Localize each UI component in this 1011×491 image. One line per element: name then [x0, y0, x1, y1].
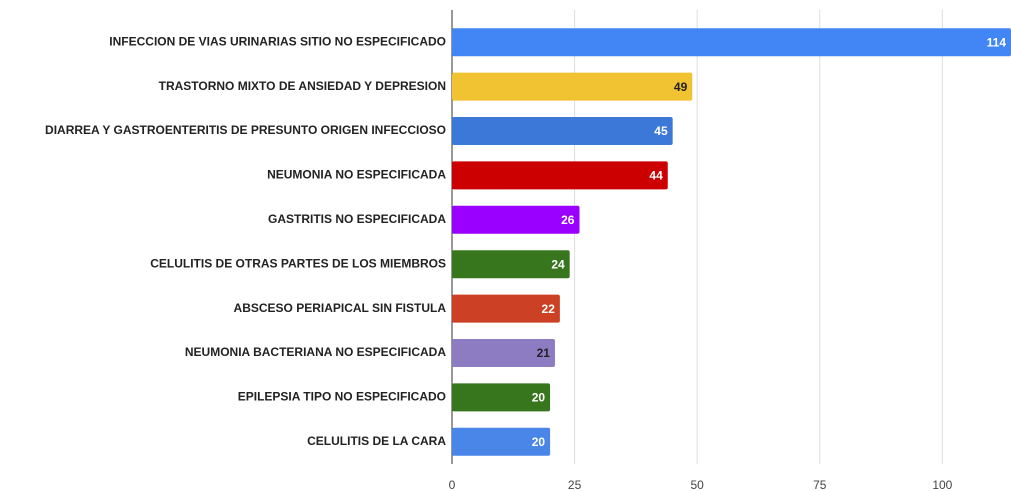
bar: [452, 339, 555, 367]
x-tick-label: 75: [813, 478, 827, 491]
x-tick-label: 100: [932, 478, 952, 491]
category-label: DIARREA Y GASTROENTERITIS DE PRESUNTO OR…: [45, 123, 446, 137]
x-tick-label: 25: [568, 478, 582, 491]
bar: [452, 205, 580, 234]
category-label: INFECCION DE VIAS URINARIAS SITIO NO ESP…: [109, 34, 446, 48]
x-tick-label: 0: [449, 478, 456, 491]
bar: [452, 427, 551, 456]
bar: [452, 250, 570, 279]
category-label: NEUMONIA NO ESPECIFICADA: [267, 168, 446, 182]
bar: [452, 28, 1011, 57]
category-label: CELULITIS DE LA CARA: [307, 434, 446, 448]
bar: [452, 161, 668, 190]
value-label: 45: [654, 124, 668, 138]
bar: [452, 383, 551, 412]
value-label: 114: [987, 35, 1007, 49]
value-label: 44: [649, 169, 663, 183]
value-label: 24: [551, 257, 565, 271]
bar: [452, 72, 693, 101]
category-label: EPILEPSIA TIPO NO ESPECIFICADO: [238, 390, 446, 404]
value-label: 26: [561, 213, 575, 227]
value-label: 21: [537, 346, 551, 360]
value-label: 20: [532, 391, 546, 405]
category-label: TRASTORNO MIXTO DE ANSIEDAD Y DEPRESION: [159, 79, 446, 93]
category-label: CELULITIS DE OTRAS PARTES DE LOS MIEMBRO…: [150, 256, 446, 270]
value-label: 49: [674, 80, 688, 94]
category-label: NEUMONIA BACTERIANA NO ESPECIFICADA: [185, 345, 446, 359]
value-label: 20: [532, 435, 546, 449]
x-tick-label: 50: [690, 478, 704, 491]
category-label: ABSCESO PERIAPICAL SIN FISTULA: [234, 301, 447, 315]
category-label: GASTRITIS NO ESPECIFICADA: [268, 212, 446, 226]
bar: [452, 117, 673, 145]
bar: [452, 294, 560, 323]
value-label: 22: [542, 302, 556, 316]
